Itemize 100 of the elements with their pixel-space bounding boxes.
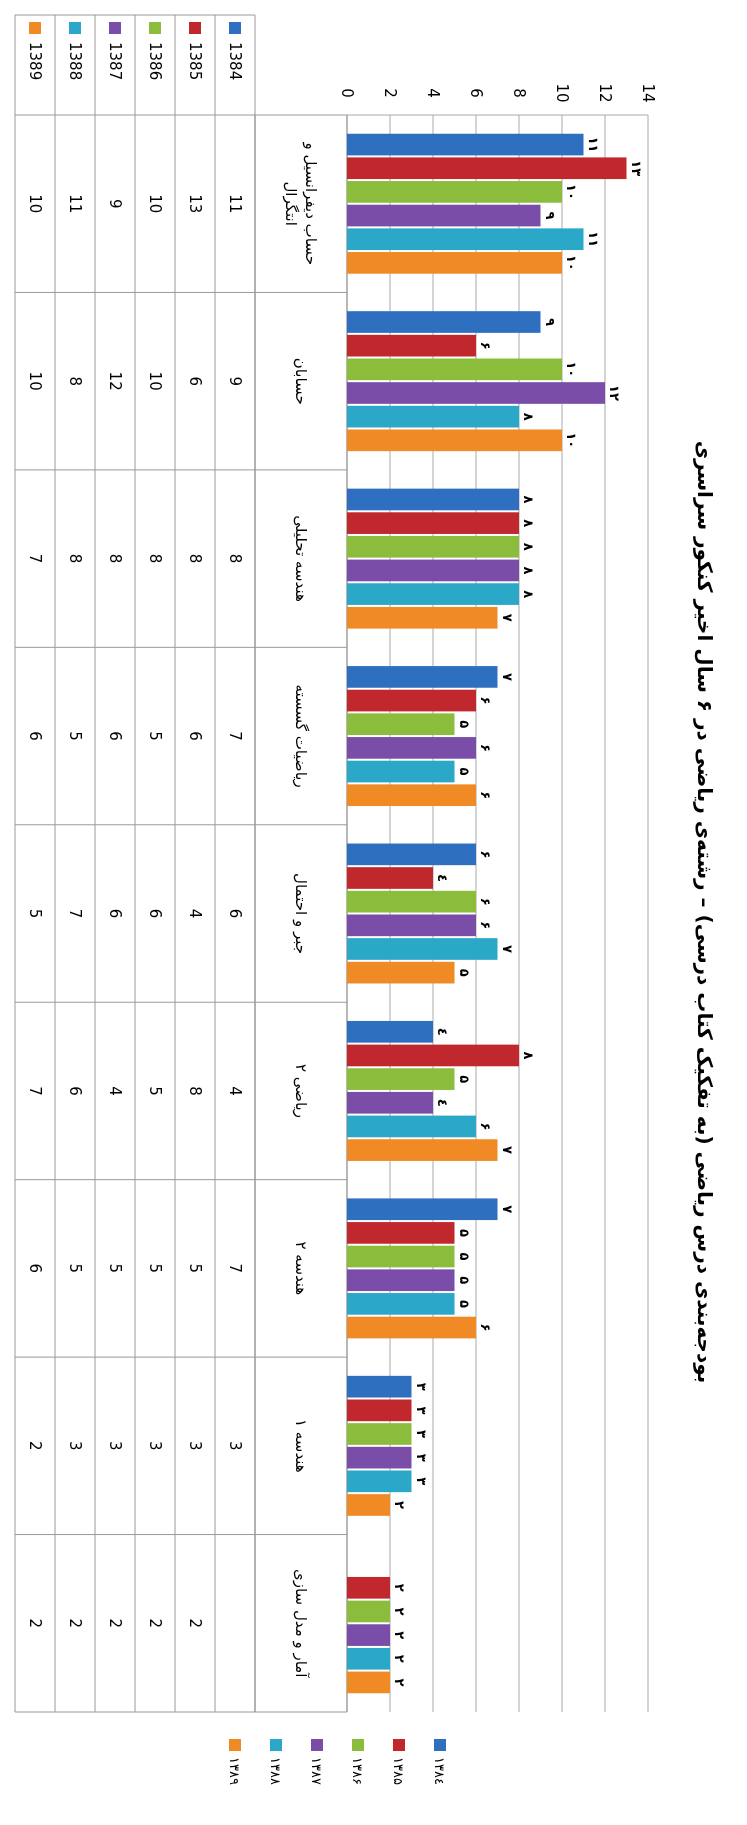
annotation: ۵ bbox=[456, 1228, 472, 1237]
bar bbox=[347, 405, 519, 428]
data-label: 4 bbox=[105, 1086, 124, 1096]
y-tick-label: آمار و مدل سازی bbox=[291, 1569, 310, 1679]
bar bbox=[347, 204, 541, 227]
annotation: ۳ bbox=[413, 1453, 429, 1462]
annotation: ۶ bbox=[478, 1122, 494, 1131]
data-label: 2 bbox=[25, 1441, 44, 1451]
annotation: ۱۰ bbox=[564, 361, 580, 378]
bar bbox=[347, 382, 605, 404]
bar bbox=[347, 334, 476, 357]
annotation: ۸ bbox=[521, 519, 537, 528]
data-label: 2 bbox=[145, 1618, 164, 1629]
annotation: ۸ bbox=[521, 412, 537, 421]
data-label: 12 bbox=[105, 371, 124, 391]
data-label: 8 bbox=[185, 553, 204, 564]
text: 1388 bbox=[65, 42, 84, 81]
data-label: 4 bbox=[185, 908, 204, 919]
text: بودجه‌بندی درس ریاضی (به تفکیک کتاب درسی) – رشته‌ی ریاضی در ۶ سال اخیر کنکور سراسری bbox=[693, 440, 717, 1384]
bar bbox=[347, 784, 476, 807]
annotation: ۲ bbox=[392, 1654, 408, 1663]
annotation: ۹ bbox=[542, 318, 558, 327]
annotation: ۸ bbox=[521, 495, 537, 504]
bar bbox=[347, 1068, 455, 1090]
data-label: 2 bbox=[105, 1618, 124, 1629]
bar bbox=[347, 358, 562, 381]
data-label: 5 bbox=[105, 1263, 124, 1274]
annotation: ۸ bbox=[521, 566, 537, 575]
bar bbox=[347, 1647, 390, 1670]
annotation: ۱۰ bbox=[564, 432, 580, 449]
data-label: 5 bbox=[185, 1263, 204, 1274]
annotation: ۲ bbox=[392, 1607, 408, 1616]
bar bbox=[347, 1316, 476, 1339]
x-tick-label: 10 bbox=[552, 83, 571, 103]
bar bbox=[347, 713, 455, 736]
text: 1387 bbox=[105, 42, 124, 81]
annotation: ۸ bbox=[521, 590, 537, 599]
annotation: ۵ bbox=[456, 767, 472, 776]
bar bbox=[347, 133, 584, 156]
annotation: ۷ bbox=[499, 1146, 515, 1155]
data-label: 5 bbox=[145, 731, 164, 741]
data-label: 6 bbox=[65, 1086, 84, 1096]
data-label: 3 bbox=[105, 1441, 124, 1451]
y-tick-label: هندسه ۲ bbox=[291, 1241, 310, 1296]
y-tick-label: حسابان bbox=[291, 357, 310, 405]
annotation: ۳ bbox=[413, 1406, 429, 1415]
data-label: 8 bbox=[185, 1086, 204, 1096]
annotation: ۶ bbox=[478, 341, 494, 350]
annotation: ۵ bbox=[456, 1252, 472, 1261]
data-label: 10 bbox=[145, 371, 164, 391]
data-label: 6 bbox=[105, 731, 124, 741]
bar bbox=[347, 1671, 390, 1694]
data-label: 6 bbox=[25, 1263, 44, 1274]
data-label: 10 bbox=[25, 371, 44, 391]
bar bbox=[347, 1423, 412, 1445]
annotation: ۳ bbox=[413, 1382, 429, 1391]
annotation: ۵ bbox=[456, 1276, 472, 1285]
annotation: ۵ bbox=[456, 720, 472, 729]
y-tick-label: ریاضی ۲ bbox=[291, 1063, 310, 1118]
data-label: 11 bbox=[225, 194, 244, 214]
text: 1389 bbox=[25, 42, 44, 81]
data-label: 9 bbox=[105, 198, 124, 209]
legend-label: ۱۳۸۵ bbox=[391, 1757, 407, 1785]
bar bbox=[347, 559, 519, 582]
x-tick-label: 12 bbox=[595, 83, 614, 103]
y-tick-label: هندسه تحلیلی bbox=[291, 515, 310, 602]
data-label: 6 bbox=[25, 731, 44, 741]
annotation: ۱۳ bbox=[628, 160, 644, 177]
data-label: 5 bbox=[25, 908, 44, 919]
text: 1386 bbox=[145, 42, 164, 81]
bar bbox=[347, 1470, 412, 1493]
bar bbox=[347, 1115, 476, 1138]
annotation: ۱۲ bbox=[607, 385, 623, 401]
y-tick-label: ریاضیات گسسته bbox=[291, 684, 310, 788]
data-label: 2 bbox=[65, 1618, 84, 1629]
annotation: ۹ bbox=[542, 211, 558, 220]
annotation: ۶ bbox=[478, 1323, 494, 1332]
annotation: ۱۰ bbox=[564, 254, 580, 271]
annotation: ٤ bbox=[435, 874, 451, 882]
x-tick-label: 14 bbox=[638, 83, 657, 103]
annotation: ۸ bbox=[521, 1051, 537, 1060]
bar bbox=[347, 1044, 519, 1067]
data-label: 5 bbox=[65, 1263, 84, 1274]
data-label: 5 bbox=[65, 731, 84, 741]
data-label: 8 bbox=[145, 553, 164, 564]
data-label: 7 bbox=[25, 553, 44, 564]
annotation: ۶ bbox=[478, 921, 494, 930]
bar bbox=[347, 1375, 412, 1398]
annotation: ۶ bbox=[478, 897, 494, 906]
bar bbox=[347, 961, 455, 984]
data-label: 6 bbox=[225, 908, 244, 919]
bar bbox=[347, 606, 498, 629]
data-label: 6 bbox=[145, 908, 164, 919]
bar bbox=[347, 228, 584, 251]
x-tick-label: 6 bbox=[466, 88, 485, 98]
bar bbox=[347, 157, 627, 180]
x-tick-label: 4 bbox=[423, 88, 442, 98]
legend-label: ۱۳۸۸ bbox=[268, 1757, 284, 1785]
text: 1385 bbox=[185, 42, 204, 81]
bar bbox=[347, 1576, 390, 1599]
